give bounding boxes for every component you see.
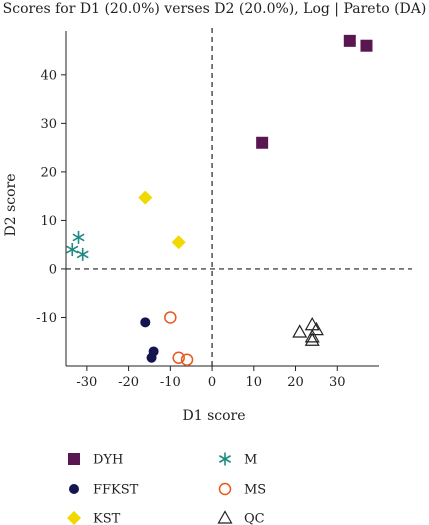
point-dyh bbox=[343, 34, 356, 47]
x-axis-label: D1 score bbox=[182, 408, 245, 424]
point-ms bbox=[164, 311, 177, 324]
x-tick-label: 0 bbox=[208, 375, 216, 390]
y-tick-label: 40 bbox=[40, 68, 57, 83]
point-qc bbox=[304, 329, 320, 343]
legend-label-qc: QC bbox=[244, 512, 265, 525]
y-axis-label: D2 score bbox=[3, 173, 19, 236]
legend-marker-ms bbox=[218, 482, 232, 496]
point-m bbox=[66, 243, 79, 257]
legend-marker-kst bbox=[67, 511, 81, 525]
y-tick-label: 10 bbox=[40, 214, 57, 229]
y-tick-label: -10 bbox=[36, 311, 57, 326]
legend-marker-m bbox=[218, 452, 232, 466]
legend-label-dyh: DYH bbox=[93, 453, 123, 468]
x-tick-label: -10 bbox=[160, 375, 181, 390]
point-dyh bbox=[256, 136, 269, 149]
legend-label-ms: MS bbox=[244, 483, 266, 498]
legend-label-ffkst: FFKST bbox=[93, 483, 139, 498]
y-tick-label: 20 bbox=[40, 165, 57, 180]
point-ffkst bbox=[146, 352, 157, 363]
point-ms bbox=[180, 353, 194, 366]
y-tick-label: 30 bbox=[40, 117, 57, 132]
chart-title: Scores for D1 (20.0%) verses D2 (20.0%),… bbox=[3, 1, 427, 17]
x-tick-label: 30 bbox=[329, 375, 346, 390]
legend-label-kst: KST bbox=[93, 512, 121, 525]
x-tick-label: -30 bbox=[76, 375, 97, 390]
x-tick-label: 20 bbox=[287, 375, 304, 390]
point-ms bbox=[172, 351, 185, 364]
point-kst bbox=[171, 235, 186, 250]
legend-marker-qc bbox=[217, 510, 233, 524]
point-kst bbox=[138, 190, 153, 205]
legend: DYH FFKST KST M MS QC bbox=[67, 452, 266, 525]
legend-marker-ffkst bbox=[69, 484, 79, 494]
x-tick-label: -20 bbox=[118, 375, 139, 390]
legend-label-m: M bbox=[244, 453, 257, 468]
point-ffkst bbox=[140, 317, 151, 328]
point-qc bbox=[304, 332, 320, 346]
point-dyh bbox=[360, 39, 373, 52]
point-qc bbox=[292, 324, 308, 338]
point-qc bbox=[308, 321, 324, 336]
y-tick-label: 0 bbox=[49, 262, 57, 277]
plot-area: -30 -20 -10 0 10 20 30 -10 0 10 20 30 40 bbox=[36, 28, 412, 390]
point-m bbox=[72, 230, 85, 244]
legend-marker-dyh bbox=[68, 453, 80, 465]
x-tick-label: 10 bbox=[246, 375, 263, 390]
point-m bbox=[76, 247, 89, 261]
